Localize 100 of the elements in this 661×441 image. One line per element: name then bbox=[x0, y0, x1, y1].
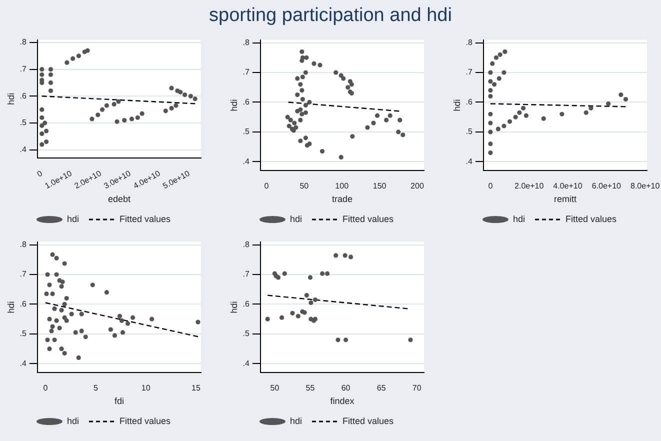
point bbox=[52, 306, 57, 311]
x-tick-label: 0 bbox=[264, 182, 270, 191]
point bbox=[140, 111, 144, 116]
point bbox=[163, 108, 168, 114]
point bbox=[50, 324, 55, 329]
point bbox=[114, 119, 120, 124]
y-tick-label: .7 bbox=[466, 68, 474, 77]
point bbox=[64, 318, 69, 323]
point bbox=[298, 138, 303, 144]
point bbox=[79, 328, 84, 334]
y-tick-label: .4 bbox=[466, 156, 474, 166]
y-tick-label: .5 bbox=[20, 329, 28, 338]
point bbox=[73, 330, 78, 335]
point bbox=[64, 296, 69, 301]
point bbox=[541, 116, 546, 121]
point bbox=[303, 70, 308, 75]
point bbox=[488, 79, 493, 84]
point bbox=[47, 282, 52, 288]
y-tick-label: .5 bbox=[20, 118, 28, 128]
point bbox=[116, 99, 121, 104]
point bbox=[295, 92, 300, 98]
point bbox=[85, 48, 90, 53]
point bbox=[276, 275, 281, 280]
point bbox=[285, 114, 290, 120]
x-axis-title: remitt bbox=[554, 194, 577, 204]
point bbox=[57, 326, 62, 330]
x-tick-label: 2.0e+10 bbox=[514, 182, 544, 191]
point bbox=[588, 106, 594, 110]
point bbox=[286, 124, 292, 128]
point bbox=[312, 297, 318, 302]
y-tick-label: .6 bbox=[242, 97, 250, 106]
y-tick-label: .5 bbox=[466, 127, 474, 136]
point bbox=[488, 70, 493, 75]
point bbox=[130, 315, 136, 320]
point bbox=[40, 72, 44, 77]
point bbox=[488, 150, 493, 156]
point bbox=[492, 82, 497, 87]
point bbox=[560, 112, 564, 116]
point bbox=[400, 132, 406, 138]
y-tick-label: .7 bbox=[20, 64, 28, 74]
point bbox=[388, 113, 392, 118]
point bbox=[117, 314, 122, 318]
point bbox=[45, 338, 50, 342]
point bbox=[48, 72, 54, 77]
point bbox=[122, 118, 127, 123]
y-tick-label: .6 bbox=[20, 91, 28, 100]
point bbox=[371, 120, 376, 126]
point bbox=[59, 284, 64, 289]
point bbox=[40, 123, 44, 128]
y-axis-title: hdi bbox=[452, 99, 462, 112]
point bbox=[169, 106, 174, 111]
x-axis-title: trade bbox=[332, 194, 352, 204]
point bbox=[488, 94, 493, 99]
point bbox=[307, 100, 312, 105]
point bbox=[304, 55, 309, 60]
point bbox=[59, 346, 64, 352]
point bbox=[304, 143, 310, 148]
point bbox=[90, 116, 94, 122]
point bbox=[623, 96, 628, 102]
point bbox=[48, 67, 54, 72]
y-tick-label: .7 bbox=[242, 68, 250, 77]
x-tick-label: 0 bbox=[36, 168, 44, 179]
point bbox=[60, 280, 65, 284]
point bbox=[295, 108, 300, 114]
point bbox=[298, 118, 303, 122]
point bbox=[488, 120, 493, 126]
point bbox=[320, 148, 325, 154]
point bbox=[69, 312, 74, 316]
point bbox=[398, 118, 402, 122]
point bbox=[44, 292, 49, 296]
point bbox=[338, 154, 344, 160]
point bbox=[350, 134, 355, 139]
point bbox=[96, 112, 100, 118]
point bbox=[341, 76, 346, 81]
point bbox=[296, 314, 300, 318]
point bbox=[40, 107, 44, 112]
point bbox=[54, 256, 59, 260]
point bbox=[502, 124, 506, 128]
point bbox=[295, 76, 300, 81]
x-tick-label: 50 bbox=[300, 182, 310, 191]
point bbox=[488, 142, 493, 146]
point bbox=[104, 103, 110, 108]
point bbox=[178, 90, 183, 94]
point bbox=[308, 275, 313, 280]
point bbox=[62, 302, 67, 307]
point bbox=[48, 80, 54, 86]
y-tick-label: .6 bbox=[466, 97, 474, 106]
x-tick-label: 8.0e+10 bbox=[630, 182, 660, 191]
x-tick-label: 4.0e+10 bbox=[553, 182, 583, 191]
point bbox=[507, 119, 512, 124]
x-tick-label: 100 bbox=[335, 182, 350, 191]
y-tick-label: .4 bbox=[242, 156, 250, 166]
point bbox=[42, 120, 48, 126]
point bbox=[303, 136, 308, 140]
point bbox=[346, 85, 350, 90]
point bbox=[104, 290, 109, 295]
point bbox=[64, 60, 70, 65]
x-tick-label: 65 bbox=[376, 384, 386, 393]
legend-label: Fitted values bbox=[119, 214, 172, 224]
y-axis-title: hdi bbox=[228, 99, 239, 112]
